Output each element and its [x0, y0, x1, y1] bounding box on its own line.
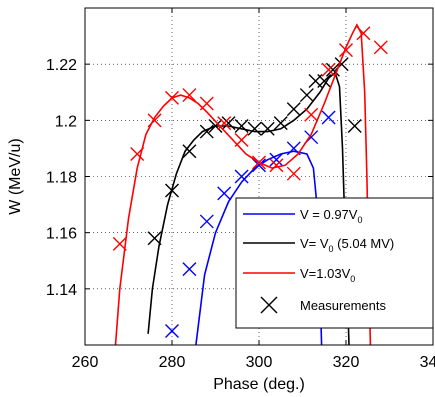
data-point: [286, 102, 301, 117]
data-point: [356, 26, 371, 41]
x-tick-label: 280: [159, 354, 186, 371]
data-point: [165, 90, 179, 105]
data-point: [147, 231, 162, 246]
data-point: [269, 158, 284, 173]
data-point: [199, 214, 214, 229]
y-tick-label: 1.2: [55, 113, 77, 130]
data-point: [299, 88, 314, 103]
data-point: [182, 262, 197, 277]
series-line-1: [147, 71, 350, 345]
data-point: [252, 155, 266, 170]
y-tick-label: 1.16: [46, 226, 77, 243]
data-point: [112, 236, 127, 251]
data-point: [217, 116, 232, 131]
x-axis-label: Phase (deg.): [213, 376, 305, 393]
data-point: [199, 96, 214, 111]
data-point: [234, 118, 249, 133]
data-point: [147, 113, 162, 128]
y-tick-label: 1.18: [46, 170, 77, 187]
data-point: [221, 116, 236, 131]
data-point: [165, 323, 179, 338]
series-layer: [112, 23, 388, 345]
data-point: [247, 121, 262, 136]
data-point: [252, 158, 266, 173]
data-point: [339, 43, 353, 58]
data-point: [234, 169, 249, 184]
y-tick-label: 1.22: [46, 57, 77, 74]
data-point: [165, 183, 179, 198]
data-point: [208, 118, 223, 133]
x-tick-label: 340: [420, 354, 435, 371]
legend-box: [235, 197, 434, 329]
legend: V = 0.97V0 V= V0 (5.04 MV) V=1.03V0 Measure…: [235, 197, 434, 329]
legend-entry-label: V = 0.97V0: [300, 207, 362, 225]
data-point: [286, 166, 301, 181]
legend-entry-label: Measurements: [300, 298, 386, 313]
data-point: [217, 186, 232, 201]
axis-ticks: 260 280 300 320 340 1.14 1.16 1.18 1.2 1.22: [46, 8, 435, 371]
data-point: [260, 121, 275, 136]
data-point: [321, 110, 336, 125]
x-tick-label: 260: [72, 354, 99, 371]
data-point: [347, 118, 362, 133]
legend-entry-label: V= V0 (5.04 MV): [300, 236, 394, 254]
data-point: [321, 62, 336, 77]
y-tick-label: 1.14: [46, 282, 77, 299]
data-point: [325, 62, 340, 77]
data-point: [130, 147, 145, 162]
data-point: [182, 88, 197, 103]
data-point: [304, 107, 319, 122]
data-point: [317, 74, 332, 89]
legend-entry-label: V=1.03V0: [300, 266, 355, 284]
x-tick-label: 300: [246, 354, 273, 371]
data-point: [182, 144, 197, 159]
data-point: [273, 116, 288, 131]
data-point: [199, 124, 214, 139]
data-point: [373, 40, 388, 55]
x-tick-label: 320: [333, 354, 360, 371]
series-line-2: [114, 23, 372, 345]
data-point: [234, 132, 249, 147]
legend-marker: [260, 296, 278, 314]
y-axis-label: W (MeV/u): [7, 138, 24, 214]
data-point: [269, 152, 284, 167]
